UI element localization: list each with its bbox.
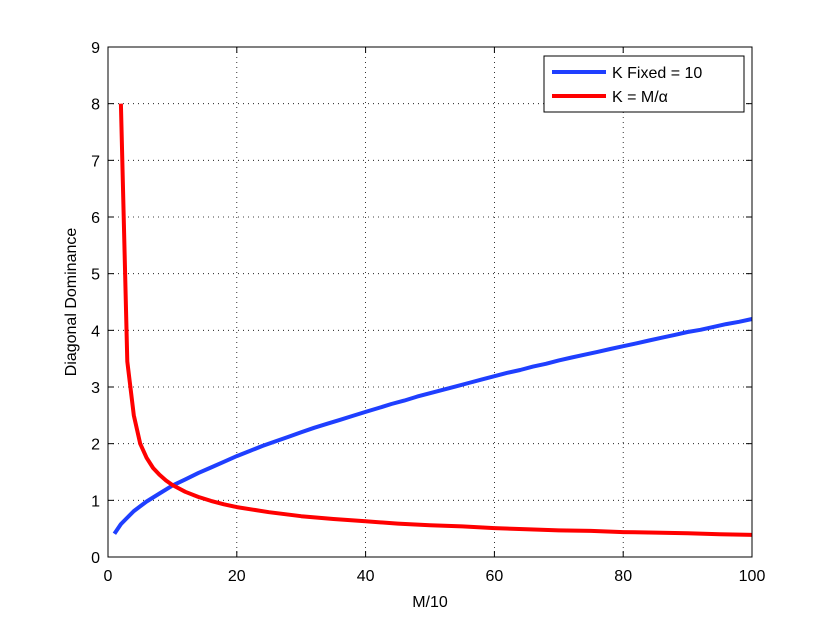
legend: K Fixed = 10 K = M/α xyxy=(543,55,745,113)
x-axis-label: M/10 xyxy=(412,594,448,611)
series-layer xyxy=(112,103,753,537)
y-tick-label: 4 xyxy=(91,323,100,340)
legend-label-1: K Fixed = 10 xyxy=(612,65,702,82)
y-axis-label: Diagonal Dominance xyxy=(63,228,80,377)
tick-layer: 0 20 40 60 80 100 0 1 2 3 4 5 6 7 8 9 xyxy=(91,40,765,585)
x-tick-label: 20 xyxy=(228,568,246,585)
y-tick-label: 2 xyxy=(91,437,100,454)
y-tick-label: 6 xyxy=(91,210,100,227)
y-tick-label: 9 xyxy=(91,40,100,57)
series-line-1 xyxy=(112,317,753,535)
y-tick-label: 0 xyxy=(91,550,100,567)
x-tick-label: 40 xyxy=(357,568,375,585)
legend-label-2: K = M/α xyxy=(612,89,668,106)
y-tick-label: 5 xyxy=(91,267,100,284)
y-tick-label: 8 xyxy=(91,97,100,114)
series-line-2 xyxy=(118,103,753,537)
y-tick-label: 1 xyxy=(91,493,100,510)
plot-area-frame xyxy=(107,46,753,558)
y-tick-label: 7 xyxy=(91,153,100,170)
x-tick-label: 80 xyxy=(614,568,632,585)
y-tick-label: 3 xyxy=(91,380,100,397)
grid-layer xyxy=(108,47,752,557)
x-tick-label: 0 xyxy=(104,568,113,585)
x-tick-label: 60 xyxy=(486,568,504,585)
x-tick-label: 100 xyxy=(739,568,766,585)
legend-box xyxy=(543,55,745,113)
